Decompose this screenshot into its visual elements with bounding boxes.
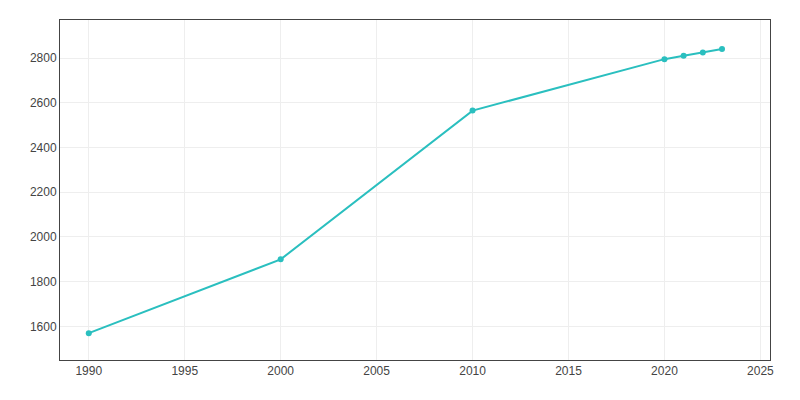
svg-text:1600: 1600 bbox=[30, 320, 57, 334]
svg-text:2015: 2015 bbox=[555, 364, 582, 378]
svg-text:2400: 2400 bbox=[30, 141, 57, 155]
svg-text:2000: 2000 bbox=[30, 230, 57, 244]
svg-text:2005: 2005 bbox=[363, 364, 390, 378]
svg-text:2020: 2020 bbox=[651, 364, 678, 378]
svg-text:2025: 2025 bbox=[747, 364, 774, 378]
svg-text:1800: 1800 bbox=[30, 275, 57, 289]
svg-text:2200: 2200 bbox=[30, 185, 57, 199]
svg-text:1990: 1990 bbox=[75, 364, 102, 378]
svg-text:2010: 2010 bbox=[459, 364, 486, 378]
svg-text:2600: 2600 bbox=[30, 96, 57, 110]
svg-text:1995: 1995 bbox=[171, 364, 198, 378]
svg-text:2000: 2000 bbox=[267, 364, 294, 378]
svg-text:2800: 2800 bbox=[30, 51, 57, 65]
